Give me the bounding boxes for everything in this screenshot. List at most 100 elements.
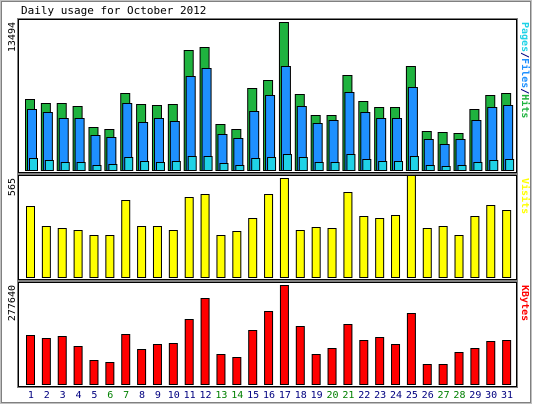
x-tick-label-30: 30	[485, 390, 497, 401]
bar-kbytes-day-9	[152, 344, 162, 385]
bar-visits-day-13	[216, 235, 226, 278]
x-tick-label-15: 15	[247, 390, 259, 401]
bar-pages-day-16	[267, 157, 277, 171]
x-tick-label-3: 3	[60, 390, 66, 401]
panel-frame	[17, 174, 518, 281]
bar-visits-day-1	[26, 206, 35, 278]
x-tick-label-27: 27	[438, 390, 450, 401]
x-tick-label-9: 9	[155, 390, 161, 401]
x-tick-label-8: 8	[139, 390, 145, 401]
x-tick-label-31: 31	[501, 390, 513, 401]
bar-visits-day-31	[502, 210, 512, 278]
bar-kbytes-day-1	[26, 335, 35, 385]
bar-kbytes-day-4	[73, 346, 83, 385]
x-tick-label-22: 22	[358, 390, 370, 401]
bar-pages-day-11	[187, 156, 197, 171]
x-tick-label-23: 23	[374, 390, 386, 401]
x-tick-label-12: 12	[199, 390, 211, 401]
bar-pages-day-30	[489, 160, 499, 171]
bar-pages-day-12	[203, 156, 213, 171]
legend-part: /	[519, 88, 530, 94]
bar-kbytes-day-31	[502, 340, 512, 385]
bar-pages-day-18	[298, 157, 308, 171]
bar-kbytes-day-29	[470, 348, 480, 385]
bar-kbytes-day-30	[486, 341, 496, 385]
bar-pages-day-2	[44, 160, 54, 171]
bar-pages-day-14	[235, 165, 245, 171]
x-tick-label-24: 24	[390, 390, 402, 401]
bar-visits-day-5	[89, 235, 99, 278]
bar-pages-day-3	[60, 162, 70, 171]
bar-kbytes-day-19	[311, 354, 321, 385]
bar-kbytes-day-24	[391, 344, 401, 385]
bar-visits-day-19	[311, 227, 321, 278]
bar-pages-day-7	[124, 157, 134, 171]
bar-visits-day-12	[200, 194, 210, 278]
legend-part: Visits	[519, 178, 531, 214]
x-tick-label-5: 5	[91, 390, 97, 401]
bar-kbytes-day-10	[168, 343, 178, 385]
bar-visits-day-16	[264, 194, 274, 278]
bar-visits-day-22	[359, 216, 369, 278]
bar-kbytes-day-11	[184, 319, 194, 385]
bar-pages-day-13	[219, 163, 229, 171]
bar-visits-day-21	[343, 192, 353, 278]
bar-kbytes-day-6	[105, 362, 115, 385]
bar-visits-day-7	[121, 200, 131, 278]
bar-kbytes-day-23	[375, 337, 385, 385]
bar-pages-day-26	[425, 165, 435, 171]
panel-frame-inner	[18, 282, 517, 387]
x-tick-label-21: 21	[342, 390, 354, 401]
bar-kbytes-day-18	[295, 326, 305, 385]
bar-pages-day-31	[505, 159, 515, 171]
bar-kbytes-day-7	[121, 334, 131, 385]
bar-pages-day-17	[282, 154, 292, 171]
bar-kbytes-day-16	[264, 311, 274, 385]
x-tick-label-6: 6	[107, 390, 113, 401]
bar-visits-day-26	[422, 228, 432, 278]
bar-visits-day-6	[105, 235, 115, 278]
bar-kbytes-day-26	[422, 364, 432, 385]
y-max-label: 277640	[7, 285, 18, 321]
bar-pages-day-15	[251, 158, 261, 171]
x-tick-label-14: 14	[231, 390, 243, 401]
x-tick-label-29: 29	[469, 390, 481, 401]
bar-visits-day-20	[327, 228, 337, 278]
x-tick-label-2: 2	[44, 390, 50, 401]
bar-kbytes-day-22	[359, 340, 369, 385]
bar-kbytes-day-28	[454, 352, 464, 385]
bar-kbytes-day-8	[137, 349, 147, 385]
panel-visits: 565 Visits	[7, 174, 531, 281]
bar-visits-day-14	[232, 231, 242, 278]
x-tick-label-20: 20	[326, 390, 338, 401]
legend-kbytes: KBytes	[519, 285, 530, 321]
panel-frame	[17, 18, 518, 174]
bar-visits-day-25	[406, 175, 416, 278]
bar-files-day-12	[201, 68, 212, 171]
legend-visits: Visits	[519, 178, 531, 214]
bar-pages-day-28	[457, 165, 467, 171]
bar-visits-day-30	[486, 205, 496, 278]
legend-part: /	[519, 52, 530, 58]
outer-frame-shadow	[1, 1, 531, 403]
panel-hits-files-pages: 13494 Pages/Files/Hits	[7, 18, 531, 174]
x-tick-label-17: 17	[279, 390, 291, 401]
bar-visits-day-18	[295, 230, 305, 278]
x-tick-label-26: 26	[422, 390, 434, 401]
panel-frame-inner	[18, 19, 517, 173]
bar-visits-day-10	[168, 230, 178, 278]
bar-pages-day-24	[394, 161, 404, 171]
bar-kbytes-day-17	[279, 285, 289, 385]
bar-kbytes-day-3	[57, 336, 67, 385]
bar-visits-day-17	[279, 178, 289, 278]
bar-kbytes-day-25	[406, 313, 416, 385]
x-axis-labels: 1 2 3 4 5 6 7 8 9 10 11 12 13 14 15 16 17 18 19 20 21 22 23 24 2…	[28, 390, 513, 401]
panel-kbytes: 277640 KBytes	[7, 281, 530, 388]
y-max-label: 13494	[7, 22, 18, 52]
bar-visits-day-3	[57, 228, 67, 278]
bar-visits-day-24	[391, 215, 401, 278]
x-tick-label-25: 25	[406, 390, 418, 401]
